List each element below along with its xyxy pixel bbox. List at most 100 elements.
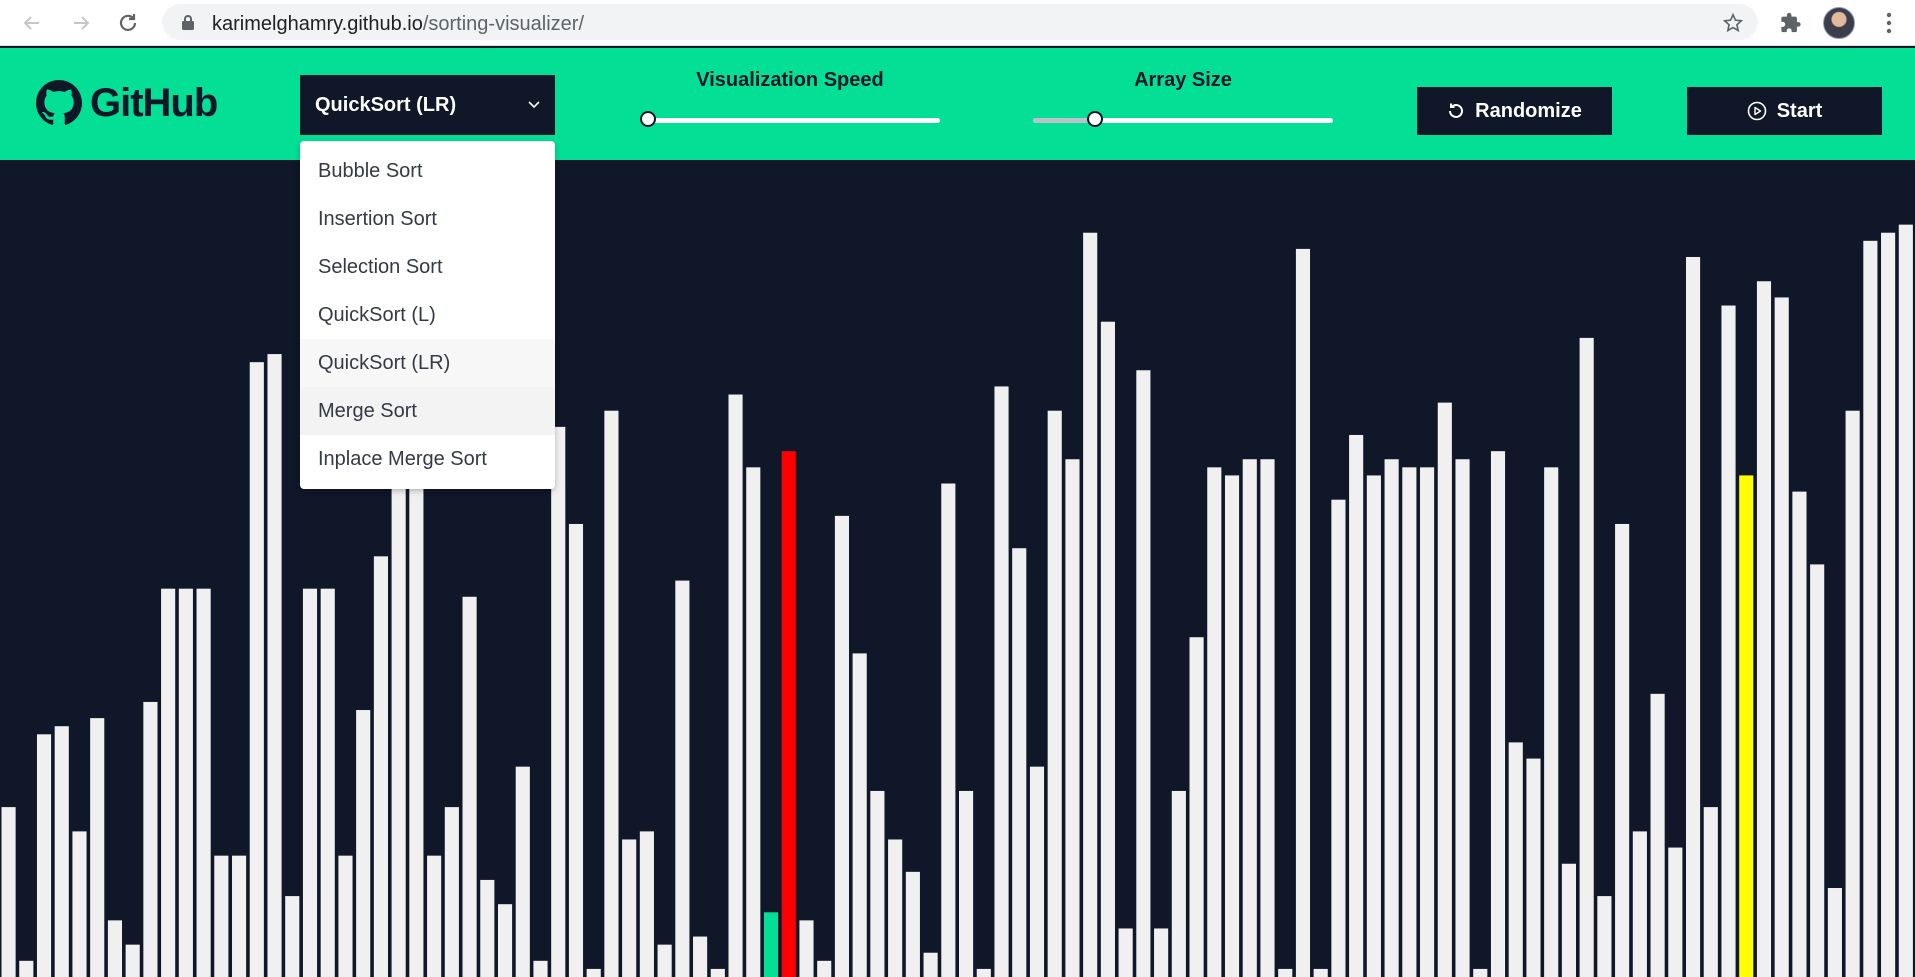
array-bar <box>905 871 920 977</box>
dropdown-option[interactable]: Insertion Sort <box>318 208 437 230</box>
algorithm-select[interactable]: QuickSort (LR) <box>300 75 555 135</box>
size-slider-track[interactable] <box>1033 118 1333 123</box>
array-bar <box>409 354 424 977</box>
array-bar <box>1703 807 1718 977</box>
array-bar <box>480 879 495 977</box>
array-bar <box>710 968 725 977</box>
array-bar <box>604 410 619 977</box>
dropdown-option[interactable]: Merge Sort <box>300 387 555 435</box>
array-bar <box>1402 467 1417 977</box>
array-bar <box>1473 968 1488 977</box>
array-bar <box>515 766 530 977</box>
array-bar <box>19 960 34 977</box>
dropdown-option[interactable]: Bubble Sort <box>318 160 423 182</box>
array-bar <box>1845 410 1860 977</box>
array-bar <box>107 920 123 977</box>
array-bar <box>1065 459 1080 977</box>
url-domain: karimelghamry.github.io <box>212 13 423 35</box>
speed-slider-label: Visualization Speed <box>696 69 884 91</box>
array-bar <box>1118 928 1133 977</box>
back-button[interactable] <box>17 8 47 38</box>
array-bar <box>90 718 105 977</box>
array-bar <box>1349 434 1364 977</box>
array-bar <box>852 653 867 977</box>
array-bar <box>639 831 654 977</box>
array-bar <box>1561 863 1576 977</box>
array-bar <box>285 896 300 977</box>
array-bar <box>1863 240 1878 977</box>
array-bars-area <box>0 160 1915 977</box>
lock-icon <box>182 15 194 30</box>
array-bar <box>497 904 513 977</box>
speed-slider-thumb[interactable] <box>640 111 656 127</box>
forward-button[interactable] <box>66 8 96 38</box>
array-bar <box>36 734 52 977</box>
array-bar <box>214 855 229 977</box>
array-bar <box>1171 790 1186 977</box>
array-bar <box>444 807 459 977</box>
array-bar <box>1047 410 1062 977</box>
array-bar <box>1295 248 1311 977</box>
dropdown-option[interactable]: Selection Sort <box>318 256 443 278</box>
array-bar <box>1756 281 1772 977</box>
play-circle-icon <box>1747 101 1767 121</box>
dropdown-option[interactable]: QuickSort (L) <box>318 304 436 326</box>
array-bar <box>1526 758 1541 977</box>
array-bar <box>1331 499 1346 977</box>
size-slider-label: Array Size <box>1134 69 1232 91</box>
array-bar <box>799 920 814 977</box>
address-bar[interactable]: karimelghamry.github.io/sorting-visualiz… <box>162 4 1758 40</box>
array-bar <box>870 790 885 977</box>
github-logo-link[interactable]: GitHub <box>36 80 218 126</box>
reload-button[interactable] <box>113 8 143 38</box>
chevron-down-icon <box>528 101 540 109</box>
profile-button[interactable] <box>1822 6 1856 40</box>
array-bar <box>249 362 264 977</box>
array-bar <box>834 515 850 977</box>
array-bar <box>781 451 796 977</box>
size-slider-fill <box>1033 118 1095 123</box>
array-bar <box>462 596 477 977</box>
randomize-button[interactable]: Randomize <box>1417 87 1612 135</box>
array-bar <box>1224 475 1240 977</box>
logo-text: GitHub <box>90 80 218 125</box>
array-bar <box>427 855 442 977</box>
array-bar <box>125 944 140 977</box>
profile-avatar <box>1823 7 1855 39</box>
array-bar <box>232 855 247 977</box>
array-bar <box>1083 232 1098 977</box>
array-bar <box>693 936 708 977</box>
array-bar <box>746 467 761 977</box>
array-bar <box>391 370 406 977</box>
start-label: Start <box>1776 99 1823 122</box>
array-bar <box>72 831 87 977</box>
dropdown-option[interactable]: Inplace Merge Sort <box>318 448 487 470</box>
size-slider-block: Array Size <box>1033 69 1333 129</box>
array-bar <box>586 968 601 977</box>
url-text: karimelghamry.github.io/sorting-visualiz… <box>212 13 584 36</box>
url-path: /sorting-visualizer/ <box>422 13 585 35</box>
extensions-button[interactable] <box>1774 6 1808 40</box>
array-bar <box>763 912 779 977</box>
array-bar <box>1313 968 1328 977</box>
size-slider-thumb[interactable] <box>1086 111 1103 127</box>
array-bar <box>1455 459 1470 977</box>
array-bar <box>302 588 318 977</box>
array-bar <box>675 580 690 977</box>
array-bar <box>1 807 16 977</box>
array-bar <box>1898 224 1913 977</box>
array-bar <box>1632 831 1647 977</box>
speed-slider-track[interactable] <box>640 118 940 123</box>
array-bar <box>54 726 69 977</box>
extensions-icon <box>1781 12 1801 33</box>
array-bar <box>1810 564 1825 977</box>
array-bar <box>356 710 371 977</box>
algorithm-select-value: QuickSort (LR) <box>315 94 457 116</box>
chrome-menu-button[interactable] <box>1872 6 1906 40</box>
start-button[interactable]: Start <box>1687 87 1882 135</box>
dropdown-option[interactable]: QuickSort (LR) <box>300 339 555 387</box>
star-icon[interactable] <box>1722 12 1744 34</box>
array-bar <box>1881 232 1896 977</box>
array-bar <box>267 354 282 977</box>
array-bar <box>568 523 584 977</box>
